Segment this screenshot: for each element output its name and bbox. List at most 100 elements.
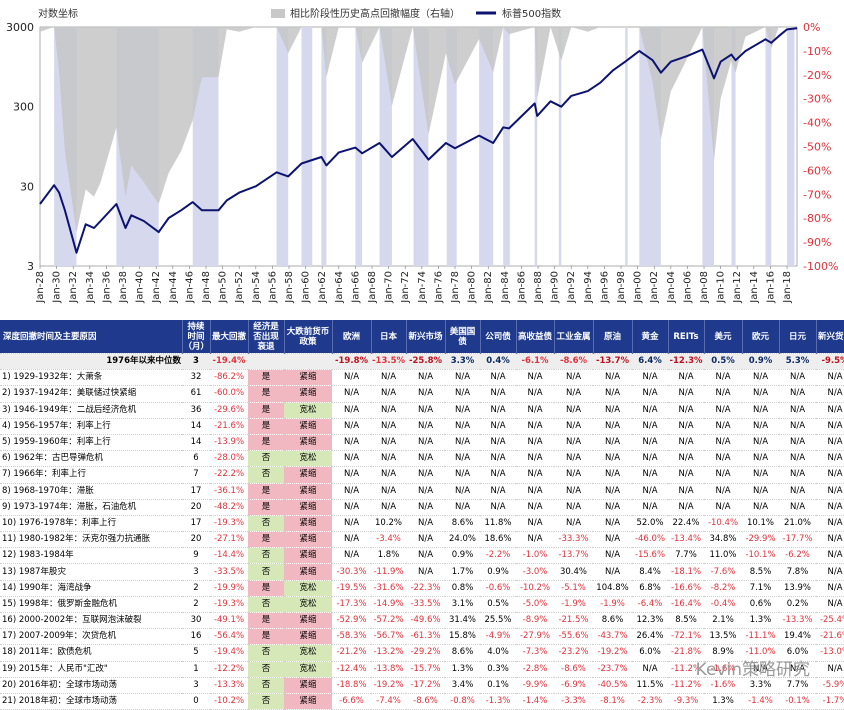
asset-return: N/A	[516, 402, 554, 419]
asset-return: N/A	[632, 661, 668, 678]
header-cell: 高收益债	[516, 320, 555, 354]
x-tick-label: Jan-42	[151, 271, 162, 304]
episode-maxdd: -19.4%	[210, 644, 248, 662]
episode-maxdd: -48.2%	[210, 499, 248, 516]
asset-return: N/A	[632, 434, 668, 452]
episode-name: 5) 1959-1960年：利率上行	[0, 434, 182, 452]
policy-flag: 紧缩	[284, 369, 332, 387]
asset-return: N/A	[668, 466, 704, 484]
asset-return: N/A	[516, 450, 554, 468]
asset-return: 12.3%	[632, 612, 668, 630]
asset-return: N/A	[704, 418, 742, 435]
shaded-period-19	[765, 27, 772, 266]
header-cell: REITs	[668, 320, 705, 354]
asset-return: N/A	[704, 369, 742, 387]
asset-return: -1.9%	[554, 596, 593, 614]
table-row: 3) 1946-1949年：二战后经济危机 36 -29.6% 是宽松 N/A N/A N/…	[0, 402, 844, 419]
x-tick-label: Jan-56	[267, 271, 278, 304]
x-tick-label: Jan-48	[201, 271, 212, 304]
policy-flag: 紧缩	[284, 531, 332, 549]
x-tick-label: Jan-86	[516, 271, 527, 304]
asset-return: -8.2%	[704, 580, 742, 597]
header-cell: 最大回撤	[210, 320, 249, 354]
asset-return: -12.4%	[332, 661, 371, 678]
x-tick-label: Jan-58	[284, 271, 295, 304]
asset-return: -2.2%	[480, 547, 516, 565]
x-tick-label: Jan-90	[550, 271, 561, 304]
recession-flag: 是	[248, 499, 284, 516]
asset-return: -5.0%	[516, 596, 554, 614]
x-tick-label: Jan-66	[350, 271, 361, 304]
asset-return: N/A	[332, 418, 371, 435]
asset-return: -3.3%	[554, 693, 593, 710]
x-tick-label: Jan-98	[616, 271, 627, 304]
asset-return: 1.3%	[445, 661, 480, 678]
episode-maxdd: -19.9%	[210, 580, 248, 597]
asset-return: N/A	[554, 483, 593, 500]
asset-return: -1.4%	[516, 693, 554, 710]
asset-return: N/A	[406, 499, 445, 516]
table-row: 9) 1973-1974年：滞胀，石油危机 20 -48.2% 是紧缩 N/A N/A N/…	[0, 499, 844, 516]
right-tick-label: -40%	[803, 117, 831, 130]
header-cell: 公司债	[480, 320, 517, 354]
x-tick-label: Jan-06	[682, 271, 693, 304]
asset-return: 0.3%	[480, 661, 516, 678]
asset-return: 10.2%	[371, 515, 406, 533]
asset-return: -56.7%	[371, 628, 406, 646]
asset-return: -72.1%	[668, 628, 704, 646]
right-tick-label: -100%	[803, 260, 838, 273]
asset-return: -17.7%	[779, 531, 816, 549]
episode-name: 21) 2018年初：全球市场动荡	[0, 693, 182, 710]
asset-return: N/A	[742, 466, 779, 484]
asset-return: -30.3%	[332, 563, 371, 581]
asset-return: N/A	[816, 515, 844, 533]
episode-maxdd: -12.2%	[210, 661, 248, 678]
asset-return: N/A	[332, 402, 371, 419]
shaded-period-18	[731, 27, 736, 266]
asset-return: N/A	[779, 434, 816, 452]
asset-return: N/A	[632, 466, 668, 484]
header-cell: 持续时间（月）	[182, 320, 211, 354]
asset-return: N/A	[371, 450, 406, 468]
episode-name: 4) 1956-1957年：利率上行	[0, 418, 182, 435]
recession-flag: 否	[248, 563, 284, 581]
asset-return: -17.3%	[332, 596, 371, 614]
episode-months: 2	[182, 580, 210, 597]
asset-return: N/A	[516, 499, 554, 516]
header-cell: 经济是否出现衰退	[248, 320, 285, 354]
asset-return: N/A	[632, 385, 668, 403]
asset-return: N/A	[668, 450, 704, 468]
shaded-period-14	[558, 27, 562, 266]
asset-return: N/A	[742, 418, 779, 435]
right-tick-label: -60%	[803, 164, 831, 177]
asset-return: -21.8%	[668, 644, 704, 662]
asset-return: N/A	[816, 369, 844, 387]
x-tick-label: Jan-96	[599, 271, 610, 304]
episode-months: 20	[182, 531, 210, 549]
policy-flag: 宽松	[284, 661, 332, 678]
recession-flag: 否	[248, 661, 284, 678]
episode-months: 1	[182, 661, 210, 678]
asset-return: N/A	[632, 499, 668, 516]
asset-return: N/A	[371, 418, 406, 435]
asset-return: -2.3%	[632, 693, 668, 710]
episode-months: 36	[182, 402, 210, 419]
asset-return: N/A	[816, 466, 844, 484]
left-tick-label: 300	[13, 101, 34, 114]
header-cell: 黄金	[632, 320, 669, 354]
asset-return: N/A	[554, 466, 593, 484]
recession-flag: 否	[248, 515, 284, 533]
asset-return: N/A	[445, 466, 480, 484]
asset-return: N/A	[554, 402, 593, 419]
asset-return: -8.9%	[516, 612, 554, 630]
asset-return: N/A	[779, 483, 816, 500]
asset-return: N/A	[593, 531, 632, 549]
policy-flag: 紧缩	[284, 434, 332, 452]
asset-return: 11.5%	[632, 677, 668, 694]
asset-return: 1.7%	[445, 563, 480, 581]
table-row: 19) 2015年：人民币"汇改" 1 -12.2% 否宽松 -12.4% -13.8% -…	[0, 661, 844, 678]
asset-return: -7.6%	[704, 563, 742, 581]
asset-return: -13.0%	[816, 644, 844, 662]
asset-return: 8.9%	[704, 644, 742, 662]
episode-name: 16) 2000-2002年：互联网泡沫破裂	[0, 612, 182, 630]
